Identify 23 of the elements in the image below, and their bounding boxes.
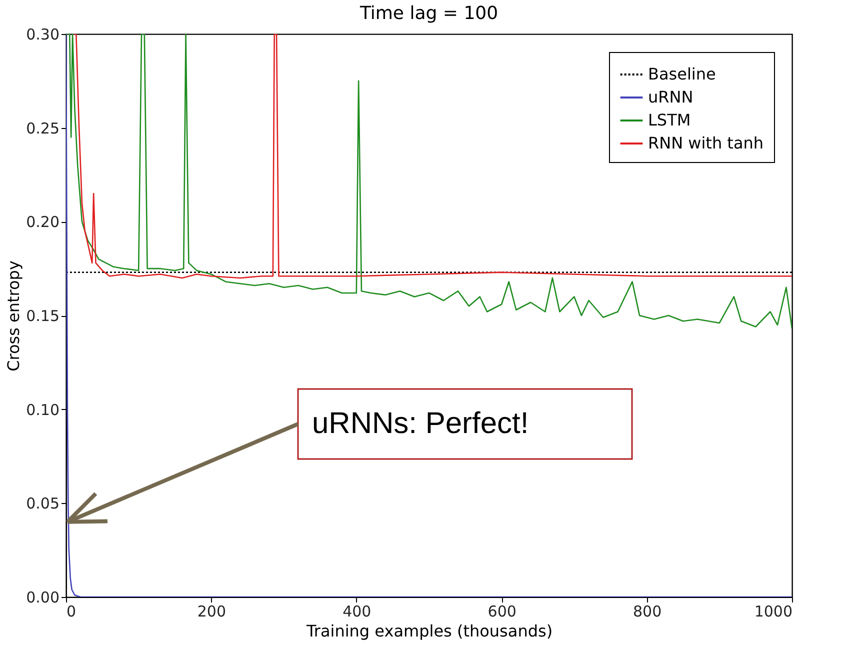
x-tick-label: 400	[342, 602, 372, 620]
y-tick-label: 0.10	[26, 400, 60, 419]
chart-title: Time lag = 100	[358, 3, 498, 24]
x-tick-label: 600	[488, 602, 516, 620]
y-axis-title: Cross entropy	[4, 260, 24, 372]
x-tick-label: 800	[632, 602, 662, 620]
x-tick-label: 0	[66, 602, 76, 620]
x-tick-label: 200	[197, 602, 226, 620]
legend-label: LSTM	[648, 110, 691, 130]
x-axis-title: Training examples (thousands)	[305, 622, 553, 640]
y-tick-label: 0.05	[26, 494, 60, 513]
legend-label: uRNN	[648, 88, 694, 106]
line-series	[66, 34, 792, 330]
y-tick-label: 0.00	[26, 588, 60, 606]
y-tick-label: 0.30	[26, 26, 60, 44]
x-tick-label: 1000	[754, 602, 792, 620]
y-tick-label: 0.15	[26, 307, 60, 325]
line-series	[72, 34, 792, 279]
legend-label: Baseline	[648, 64, 716, 84]
y-tick-label: 0.20	[26, 213, 60, 232]
annotation: uRNNs: Perfect!	[312, 407, 529, 440]
y-tick-label: 0.25	[26, 119, 60, 138]
legend-label: RNN with tanh	[648, 134, 764, 152]
